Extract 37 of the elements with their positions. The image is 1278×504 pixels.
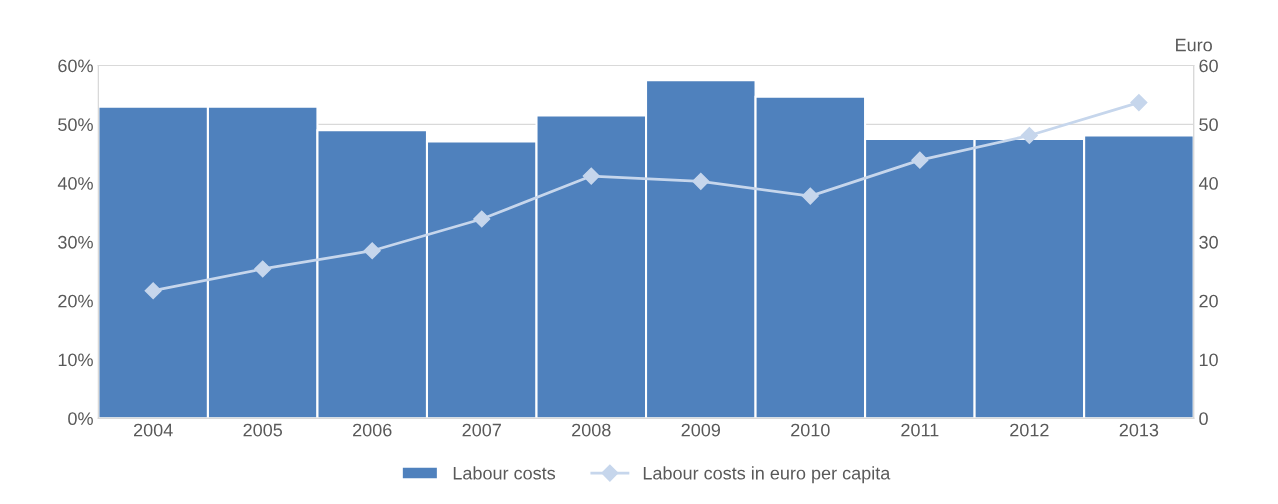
x-tick-label: 2010 (791, 423, 830, 437)
point (1130, 94, 1148, 112)
y2-tick-label: 0 (1199, 412, 1208, 426)
point (801, 187, 819, 205)
point (144, 282, 162, 300)
point (254, 260, 272, 278)
y2-axis-title: Euro (1176, 38, 1212, 52)
y2-tick-label: 20 (1199, 294, 1218, 308)
y-tick-label: 0% (68, 412, 93, 426)
y2-tick-label: 40 (1198, 177, 1218, 190)
y2-tick-label: 10 (1199, 353, 1218, 367)
legend-label: Labour costs in euro per capita (643, 466, 891, 484)
y-tick-label: 10% (58, 353, 93, 367)
x-tick-label: 2012 (1010, 423, 1049, 437)
point (911, 151, 929, 169)
x-tick-label: 2013 (1119, 423, 1159, 437)
y-tick-label: 20% (58, 294, 93, 308)
y2-tick-label: 60 (1199, 59, 1218, 73)
point (582, 167, 600, 185)
x-tick-label: 2008 (572, 423, 611, 437)
y-tick-label: 60% (58, 59, 93, 73)
legend-label: Labour costs (453, 466, 556, 480)
x-tick-label: 2004 (134, 423, 173, 437)
y-tick-label: 30% (58, 235, 93, 249)
x-tick-label: 2009 (681, 423, 721, 437)
y-tick-label: 50% (58, 118, 93, 132)
y2-tick-label: 30 (1199, 235, 1218, 249)
point (473, 210, 491, 228)
x-tick-label: 2007 (462, 423, 501, 437)
x-tick-label: 2006 (353, 423, 392, 437)
point (1020, 126, 1038, 145)
y2-tick-label: 50 (1199, 118, 1218, 132)
y-tick-label: 40% (57, 177, 93, 190)
point (363, 242, 381, 260)
x-tick-label: 2005 (243, 423, 283, 437)
point (692, 172, 710, 190)
x-tick-label: 2011 (901, 423, 939, 437)
